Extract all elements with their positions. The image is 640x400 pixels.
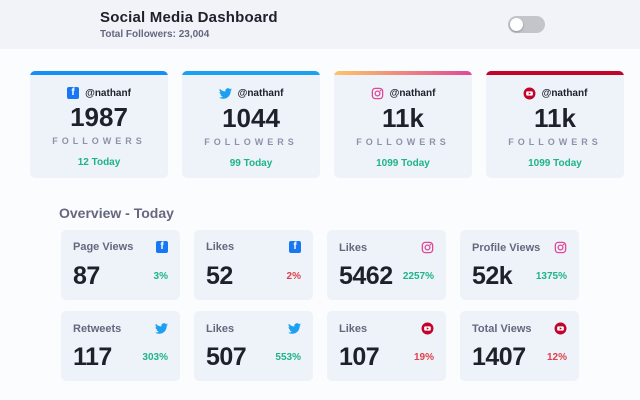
overview-card-youtube-total-views[interactable]: Total Views 1407 12% [460, 311, 579, 381]
metric-label: Profile Views [472, 241, 541, 254]
follower-cards-row: f @nathanf 1987 FOLLOWERS 12 Today @nath… [30, 71, 624, 178]
followers-label: FOLLOWERS [508, 137, 602, 147]
facebook-icon: f [289, 241, 301, 253]
follower-count: 11k [382, 103, 424, 133]
metric-value: 507 [206, 343, 247, 371]
account-handle: @nathanf [389, 88, 436, 99]
overview-card-instagram-likes[interactable]: Likes 5462 2257% [327, 230, 446, 300]
metric-change: 553% [275, 352, 301, 363]
follower-count: 1044 [222, 103, 280, 133]
twitter-icon [218, 88, 232, 99]
platform-icon: f [156, 241, 168, 253]
metric-label: Retweets [73, 322, 122, 335]
overview-card-twitter-likes[interactable]: Likes 507 553% [194, 311, 313, 381]
facebook-icon: f [67, 87, 80, 99]
metric-value: 107 [339, 343, 380, 371]
metric-change: 12% [546, 352, 567, 363]
youtube-icon [523, 87, 536, 100]
twitter-icon [288, 323, 301, 334]
metric-change: 19% [413, 352, 434, 363]
metric-value: 117 [73, 343, 112, 371]
metric-label: Likes [206, 241, 235, 253]
platform-icon [218, 87, 232, 100]
follower-card-youtube[interactable]: @nathanf 11k FOLLOWERS 1099 Today [486, 71, 624, 178]
overview-card-instagram-profile-views[interactable]: Profile Views 52k 1375% [460, 230, 579, 300]
change-today: 1099 Today [376, 158, 430, 169]
platform-icon: f [67, 87, 80, 99]
followers-label: FOLLOWERS [204, 137, 298, 147]
toggle-knob [510, 18, 523, 31]
card-accent-bar [334, 71, 472, 75]
instagram-icon [371, 87, 383, 100]
follower-card-twitter[interactable]: @nathanf 1044 FOLLOWERS 99 Today [182, 71, 320, 178]
change-today: 99 Today [229, 158, 273, 169]
metric-value: 87 [73, 262, 100, 290]
metric-label: Likes [339, 241, 368, 254]
followers-label: FOLLOWERS [356, 137, 450, 147]
change-today: 1099 Today [528, 158, 582, 169]
metric-value: 52k [472, 262, 513, 290]
overview-heading: Overview - Today [59, 205, 174, 221]
instagram-icon [421, 241, 434, 254]
overview-card-youtube-likes[interactable]: Likes 107 19% [327, 311, 446, 381]
youtube-icon [554, 322, 567, 335]
overview-card-twitter-retweets[interactable]: Retweets 117 303% [61, 311, 180, 381]
metric-label: Total Views [472, 322, 532, 335]
theme-toggle[interactable] [508, 16, 545, 33]
follower-count: 11k [534, 103, 576, 133]
platform-icon [523, 87, 536, 100]
metric-label: Likes [339, 322, 368, 335]
platform-icon: f [289, 241, 301, 253]
change-today: 12 Today [77, 157, 121, 168]
account-handle: @nathanf [541, 88, 588, 99]
card-accent-bar [182, 71, 320, 75]
metric-change: 2257% [402, 271, 434, 282]
metric-value: 5462 [339, 262, 393, 290]
metric-change: 1375% [535, 271, 567, 282]
platform-icon [288, 322, 301, 335]
metric-value: 52 [206, 262, 233, 290]
overview-card-facebook-likes[interactable]: Likes f 52 2% [194, 230, 313, 300]
follower-card-instagram[interactable]: @nathanf 11k FOLLOWERS 1099 Today [334, 71, 472, 178]
platform-icon [371, 87, 384, 100]
account-handle: @nathanf [237, 88, 284, 99]
card-accent-bar [30, 71, 168, 75]
platform-icon [554, 241, 567, 254]
metric-change: 3% [153, 271, 168, 282]
facebook-icon: f [156, 241, 168, 253]
platform-icon [421, 241, 434, 254]
twitter-icon [155, 323, 168, 334]
metric-value: 1407 [472, 343, 526, 371]
overview-card-facebook-page-views[interactable]: Page Views f 87 3% [61, 230, 180, 300]
total-followers-text: Total Followers: 23,004 [100, 29, 210, 40]
card-accent-bar [486, 71, 624, 75]
account-handle: @nathanf [85, 87, 131, 99]
metric-change: 2% [286, 271, 301, 282]
platform-icon [155, 322, 168, 335]
platform-icon [421, 322, 434, 335]
followers-label: FOLLOWERS [52, 136, 146, 146]
follower-card-facebook[interactable]: f @nathanf 1987 FOLLOWERS 12 Today [30, 71, 168, 178]
metric-label: Likes [206, 322, 235, 335]
metric-label: Page Views [73, 241, 134, 253]
platform-icon [554, 322, 567, 335]
overview-cards-grid: Page Views f 87 3% Likes f 52 2% Likes 5… [61, 230, 579, 381]
metric-change: 303% [142, 352, 168, 363]
page-title: Social Media Dashboard [100, 9, 278, 26]
instagram-icon [554, 241, 567, 254]
youtube-icon [421, 322, 434, 335]
follower-count: 1987 [70, 102, 128, 132]
